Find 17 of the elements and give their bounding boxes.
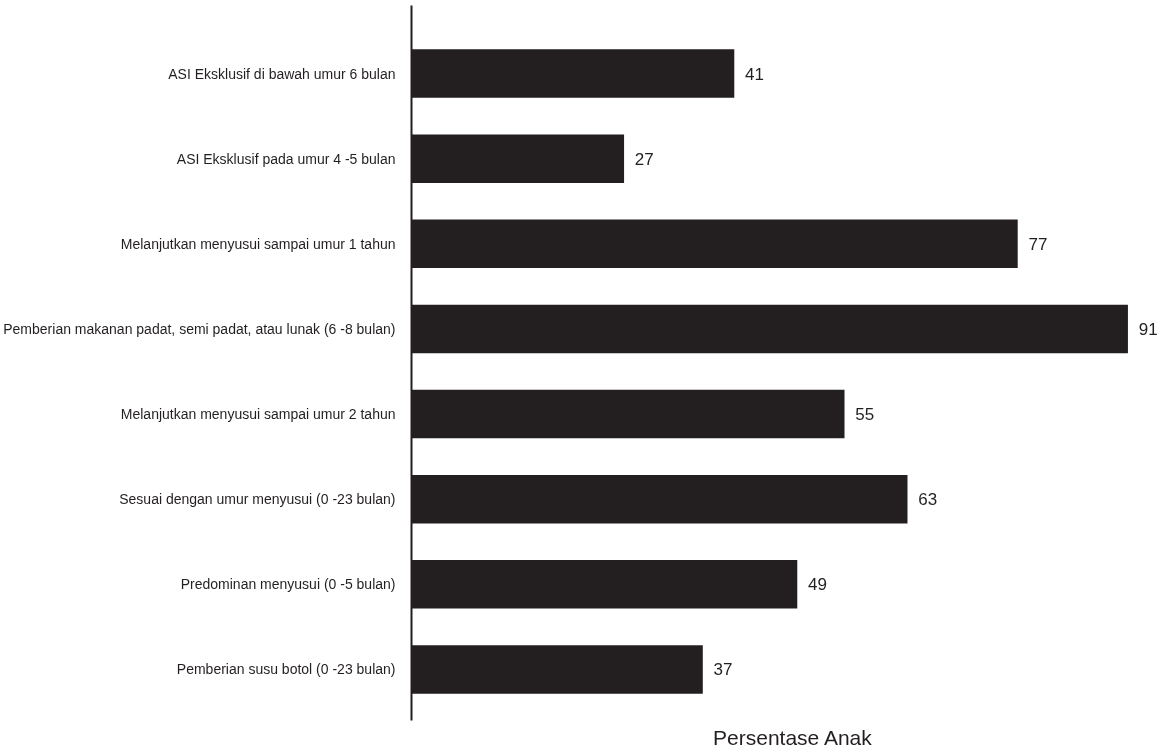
y-tick-label: ASI Eksklusif di bawah umur 6 bulan — [168, 65, 396, 82]
y-tick-label: Melanjutkan menyusui sampai umur 1 tahun — [120, 235, 396, 252]
data-label: 91 — [1138, 319, 1158, 339]
y-tick-label: Pemberian susu botol (0 -23 bulan) — [176, 661, 396, 678]
y-tick-label: ASI Eksklusif pada umur 4 -5 bulan — [176, 150, 396, 167]
data-label: 41 — [745, 64, 764, 84]
y-tick-label: Melanjutkan menyusui sampai umur 2 tahun — [120, 406, 396, 423]
y-tick-label: Predominan menyusui (0 -5 bulan) — [180, 576, 396, 593]
data-label: 55 — [855, 405, 875, 425]
data-label: 37 — [713, 660, 733, 680]
y-tick-label: Sesuai dengan umur menyusui (0 -23 bulan) — [119, 491, 396, 508]
data-label: 77 — [1028, 234, 1048, 254]
y-tick-label: Pemberian makanan padat, semi padat, atau lunak (6 -8 bulan) — [3, 320, 396, 337]
data-label: 49 — [808, 575, 827, 595]
x-axis-title: Persentase Anak — [713, 725, 873, 749]
data-label: 27 — [634, 149, 654, 169]
data-label: 63 — [918, 490, 938, 510]
